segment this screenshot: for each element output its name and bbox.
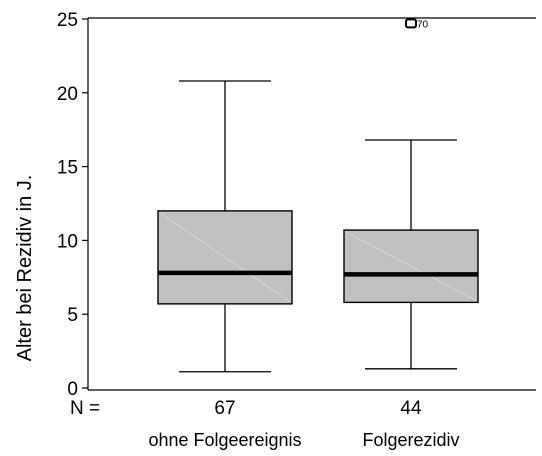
n-value: 67: [214, 398, 235, 419]
n-label: N =: [70, 398, 100, 419]
y-axis-title: Alter bei Rezidiv in J.: [14, 175, 36, 362]
box-shading-line: [345, 231, 477, 301]
y-tick-label: 10: [57, 231, 78, 252]
y-tick-label: 0: [67, 379, 78, 400]
category-label: ohne Folgeereignis: [148, 430, 301, 450]
box-group: 70: [343, 18, 479, 370]
y-tick-label: 20: [57, 84, 78, 105]
category-label: Folgerezidiv: [362, 430, 459, 450]
outlier-label: 70: [417, 19, 429, 30]
y-tick-label: 15: [57, 158, 78, 179]
box-shading-line: [159, 212, 291, 303]
axis-layer: 0 5 10 15 20 25: [57, 10, 536, 400]
n-value: 44: [400, 398, 422, 419]
y-tick-label: 25: [57, 10, 78, 31]
box-group: [157, 80, 293, 373]
y-tick-label: 5: [67, 305, 78, 326]
label-layer: Alter bei Rezidiv in J. N = 67 ohne Folgeer…: [14, 175, 460, 450]
box-layer: 70: [157, 18, 479, 373]
outlier-point: [405, 18, 417, 29]
